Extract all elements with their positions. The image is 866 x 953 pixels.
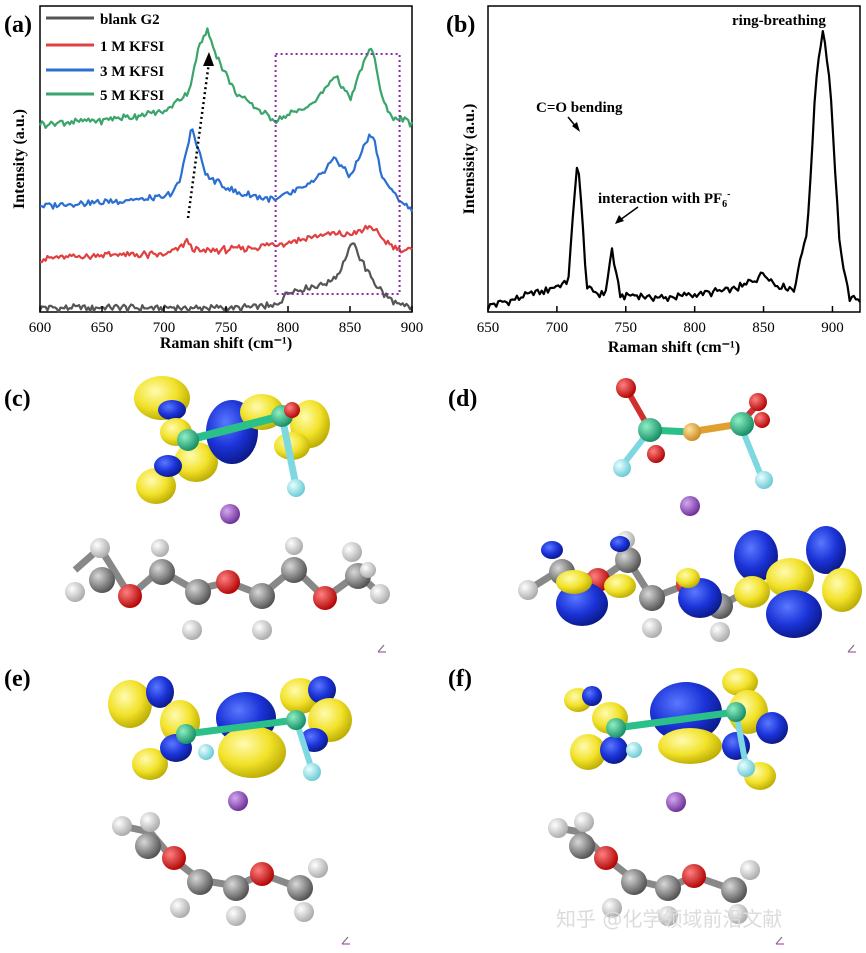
annotation-pf6: interaction with PF6- [598, 189, 731, 210]
shift-arrow-head [203, 52, 214, 66]
panel-f-molecular-orbital: (f) [448, 666, 788, 945]
x-axis-label-a: Raman shift (cm⁻¹) [160, 335, 292, 352]
series-line-5-m-kfsi [39, 27, 414, 129]
legend-a: blank G2 1 M KFSI 3 M KFSI 5 M KFSI [46, 12, 164, 104]
x-ticks-a: 600 650 700 750 800 850 900 [29, 306, 424, 336]
panel-e-molecular-orbital: (e) [4, 666, 352, 945]
panel-c-molecular-orbital: (c) [4, 376, 390, 653]
orbital-lobes-d [541, 526, 862, 638]
x-tick-label: 750 [215, 320, 238, 336]
molecule-fsi-e [176, 710, 321, 781]
potassium-ion-c [220, 504, 240, 524]
x-tick-label: 900 [821, 320, 844, 336]
molecule-g2-f [548, 812, 760, 926]
axis-triad-f [775, 936, 784, 945]
potassium-ion-d [680, 496, 700, 516]
molecule-fsi-f [606, 702, 755, 777]
x-tick-label: 800 [277, 320, 300, 336]
x-tick-label: 600 [29, 320, 52, 336]
x-ticks-b: 650 700 750 800 850 900 [477, 306, 844, 336]
orbital-lobes-f [564, 668, 788, 790]
x-tick-label: 850 [339, 320, 362, 336]
molecule-g2-c [65, 537, 390, 640]
panel-label-c: (c) [4, 386, 31, 412]
annotation-ring-breathing: ring-breathing [732, 13, 826, 29]
x-tick-label: 850 [752, 320, 775, 336]
panel-a-raman-spectra: (a) 600 650 700 750 800 850 900 Raman shift (c… [4, 5, 424, 352]
x-tick-label: 650 [477, 320, 500, 336]
plot-frame-b [487, 5, 861, 313]
annotation-arrowhead-pf6 [615, 215, 624, 224]
molecule-g2-e [112, 812, 328, 926]
axis-triad-d [847, 644, 856, 653]
plot-frame-a [39, 5, 413, 313]
legend-label-1m-kfsi: 1 M KFSI [100, 39, 164, 55]
annotation-arrowhead-co [572, 122, 580, 132]
potassium-ion-e [228, 791, 248, 811]
highlight-box [274, 53, 401, 295]
legend-label-5m-kfsi: 5 M KFSI [100, 88, 164, 104]
panel-label-e: (e) [4, 666, 31, 692]
axis-triad-c [377, 644, 386, 653]
molecule-fsi-c [177, 402, 305, 497]
legend-label-blank-g2: blank G2 [100, 12, 160, 28]
series-group-a [38, 27, 414, 314]
panel-label-f: (f) [448, 666, 472, 692]
x-axis-label-b: Raman shift (cm⁻¹) [608, 339, 740, 356]
annotation-arrow-pf6 [619, 206, 639, 221]
x-tick-label: 700 [546, 320, 569, 336]
series-group-b [486, 30, 861, 310]
x-tick-label: 700 [153, 320, 176, 336]
x-tick-label: 750 [615, 320, 638, 336]
panel-d-molecular-orbital: (d) [448, 378, 862, 653]
watermark: 知乎 @化学领域前沿文献 [556, 907, 782, 931]
legend-label-3m-kfsi: 3 M KFSI [100, 64, 164, 80]
shift-arrow-line [186, 61, 211, 219]
x-tick-label: 650 [91, 320, 114, 336]
molecule-fsi-d [613, 378, 773, 489]
x-tick-label: 900 [401, 320, 424, 336]
panel-label-a: (a) [4, 12, 32, 38]
axis-triad-e [341, 936, 350, 945]
panel-label-d: (d) [448, 386, 477, 412]
series-line-spectrum [486, 30, 861, 310]
potassium-ion-f [666, 792, 686, 812]
orbital-lobes-e [108, 676, 352, 780]
annotation-co-bending: C=O bending [536, 100, 623, 116]
x-tick-label: 800 [683, 320, 706, 336]
panel-label-b: (b) [446, 12, 475, 38]
series-line-1-m-kfsi [39, 224, 413, 264]
panel-b-raman-spectrum: (b) 650 700 750 800 850 900 Raman shift (cm⁻¹… [446, 5, 861, 356]
y-axis-label-b: Intensisity (a.u.) [461, 104, 478, 215]
series-line-3-m-kfsi [39, 128, 414, 213]
y-axis-label-a: Intensity (a.u.) [11, 109, 28, 209]
